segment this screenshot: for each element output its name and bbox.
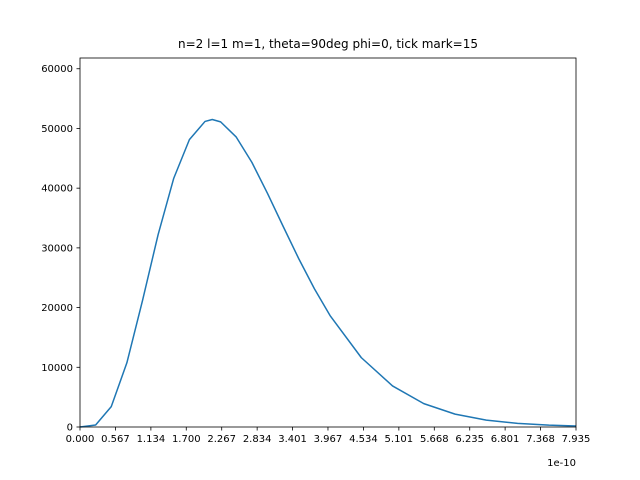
y-tick-label: 30000 [41, 243, 73, 254]
x-tick-label: 0.000 [66, 434, 95, 445]
x-tick-label: 6.801 [491, 434, 520, 445]
chart-title: n=2 l=1 m=1, theta=90deg phi=0, tick mar… [178, 37, 478, 51]
x-tick-label: 2.834 [243, 434, 272, 445]
data-line [79, 118, 577, 428]
x-tick-label: 5.668 [420, 434, 449, 445]
x-tick-label: 0.567 [101, 434, 130, 445]
x-tick-label: 3.401 [278, 434, 307, 445]
plot-frame [79, 57, 577, 428]
x-tick-label: 1.700 [172, 434, 201, 445]
x-tick-label: 5.101 [385, 434, 414, 445]
x-tick-label: 1.134 [137, 434, 166, 445]
y-tick-label: 40000 [41, 184, 73, 195]
x-offset-label: 1e-10 [547, 458, 576, 469]
x-tick-label: 6.235 [455, 434, 484, 445]
x-tick-label: 7.935 [562, 434, 591, 445]
y-tick-label: 0 [67, 423, 73, 434]
y-tick-label: 60000 [41, 64, 73, 75]
x-tick-label: 4.534 [349, 434, 378, 445]
x-tick-label: 3.967 [314, 434, 343, 445]
x-tick-label: 2.267 [207, 434, 236, 445]
y-tick-label: 10000 [41, 363, 73, 374]
y-tick-label: 20000 [41, 303, 73, 314]
y-tick-label: 50000 [41, 124, 73, 135]
x-tick-label: 7.368 [526, 434, 555, 445]
